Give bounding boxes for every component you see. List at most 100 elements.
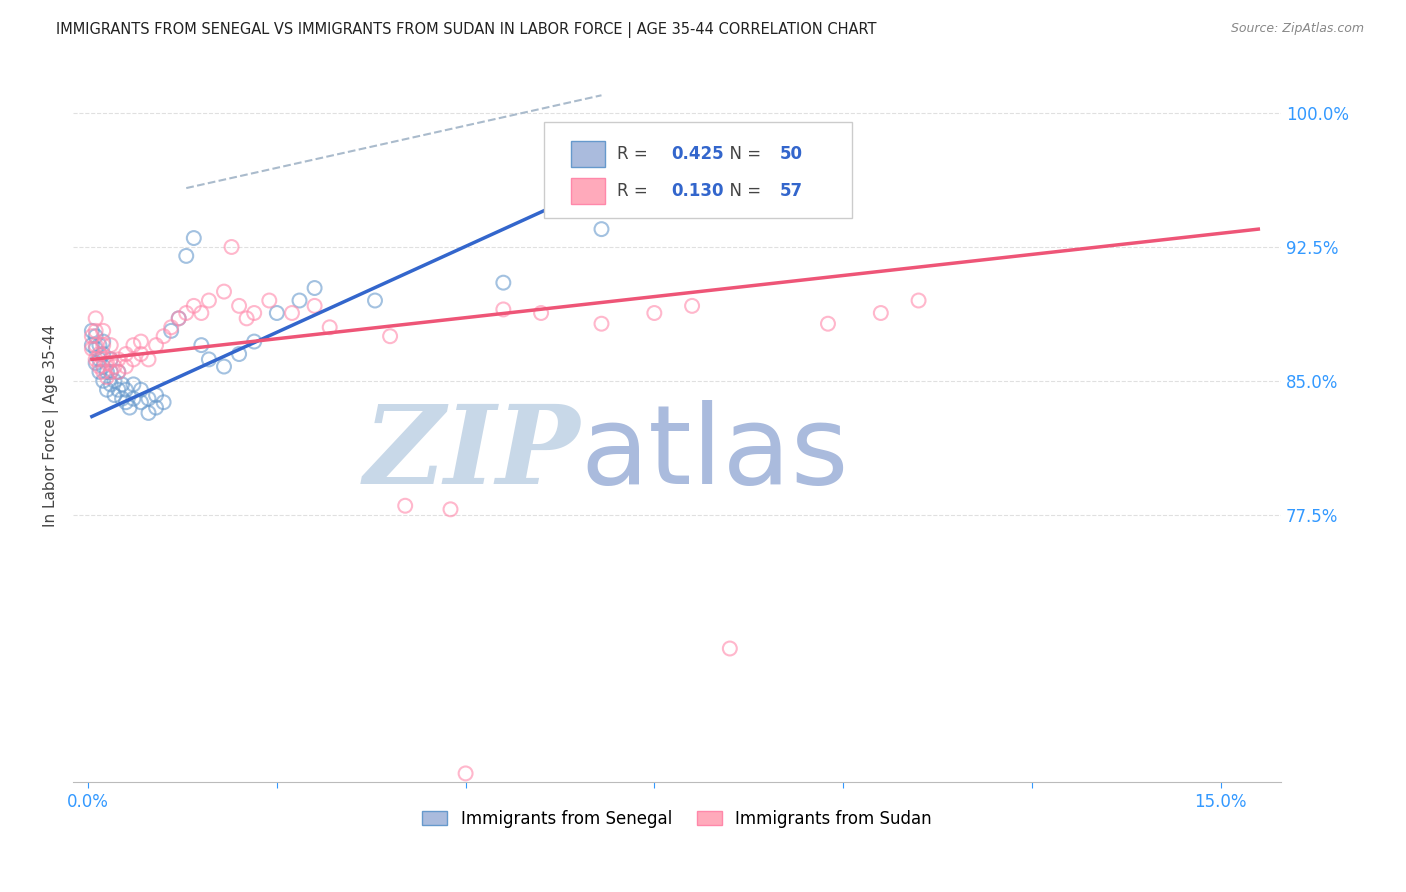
Point <box>212 359 235 374</box>
Text: N =: N = <box>720 145 766 163</box>
Point <box>591 222 613 236</box>
Point <box>454 766 477 780</box>
Point <box>84 352 107 367</box>
Point <box>174 249 197 263</box>
Text: IMMIGRANTS FROM SENEGAL VS IMMIGRANTS FROM SUDAN IN LABOR FORCE | AGE 35-44 CORR: IMMIGRANTS FROM SENEGAL VS IMMIGRANTS FR… <box>56 22 877 38</box>
Point <box>80 342 103 356</box>
Point <box>91 338 114 352</box>
Text: 50: 50 <box>780 145 803 163</box>
Point <box>100 365 122 379</box>
Point <box>591 317 613 331</box>
Point <box>198 352 221 367</box>
Point <box>530 306 553 320</box>
Point <box>198 293 221 308</box>
Point <box>91 324 114 338</box>
Point <box>129 395 152 409</box>
Text: 57: 57 <box>780 182 803 200</box>
Point <box>96 370 118 384</box>
Point <box>100 338 122 352</box>
Point <box>111 377 134 392</box>
Point <box>129 347 152 361</box>
Point <box>183 231 205 245</box>
Legend: Immigrants from Senegal, Immigrants from Sudan: Immigrants from Senegal, Immigrants from… <box>416 804 938 835</box>
Point <box>84 338 107 352</box>
Point <box>122 352 145 367</box>
Point <box>80 329 103 343</box>
Point <box>259 293 281 308</box>
Text: N =: N = <box>720 182 766 200</box>
Point <box>145 401 167 415</box>
Point <box>492 276 515 290</box>
Point <box>129 383 152 397</box>
Point <box>394 499 416 513</box>
Point <box>91 374 114 388</box>
Text: R =: R = <box>617 145 652 163</box>
Point <box>100 365 122 379</box>
Text: Source: ZipAtlas.com: Source: ZipAtlas.com <box>1230 22 1364 36</box>
FancyBboxPatch shape <box>544 122 852 219</box>
Point <box>643 306 665 320</box>
Point <box>107 352 129 367</box>
Point <box>96 383 118 397</box>
Point <box>228 299 250 313</box>
Point <box>103 374 125 388</box>
Point <box>91 334 114 349</box>
Point <box>152 395 174 409</box>
Point <box>190 338 212 352</box>
Point <box>318 320 340 334</box>
Point <box>228 347 250 361</box>
Point <box>89 365 111 379</box>
Point <box>118 401 141 415</box>
Point <box>160 320 183 334</box>
Point <box>122 392 145 406</box>
Point <box>221 240 243 254</box>
Point <box>907 293 929 308</box>
Point <box>288 293 311 308</box>
Y-axis label: In Labor Force | Age 35-44: In Labor Force | Age 35-44 <box>44 325 59 526</box>
Point <box>89 352 111 367</box>
Point <box>138 406 160 420</box>
Point <box>96 365 118 379</box>
Point <box>243 334 266 349</box>
Point <box>869 306 891 320</box>
Point <box>167 311 190 326</box>
Point <box>89 338 111 352</box>
Point <box>115 383 138 397</box>
Point <box>152 329 174 343</box>
Point <box>817 317 839 331</box>
FancyBboxPatch shape <box>571 141 605 167</box>
Point <box>138 392 160 406</box>
Point <box>107 365 129 379</box>
Point <box>80 338 103 352</box>
Point <box>718 641 741 656</box>
Point <box>84 356 107 370</box>
Point <box>89 359 111 374</box>
Point <box>107 383 129 397</box>
Point <box>243 306 266 320</box>
Point <box>84 311 107 326</box>
Point <box>266 306 288 320</box>
Point <box>91 352 114 367</box>
Point <box>107 365 129 379</box>
Point <box>212 285 235 299</box>
Point <box>89 347 111 361</box>
Point <box>492 302 515 317</box>
Point <box>115 395 138 409</box>
Point <box>100 352 122 367</box>
Point <box>91 347 114 361</box>
Point <box>160 324 183 338</box>
Point <box>167 311 190 326</box>
Point <box>138 352 160 367</box>
Point <box>96 356 118 370</box>
Point <box>115 347 138 361</box>
Point <box>174 306 197 320</box>
Point <box>235 311 257 326</box>
Text: R =: R = <box>617 182 652 200</box>
Point <box>183 299 205 313</box>
Text: ZIP: ZIP <box>364 401 581 508</box>
Point <box>145 388 167 402</box>
Point <box>190 306 212 320</box>
Point <box>281 306 304 320</box>
Point <box>364 293 387 308</box>
Point <box>378 329 401 343</box>
